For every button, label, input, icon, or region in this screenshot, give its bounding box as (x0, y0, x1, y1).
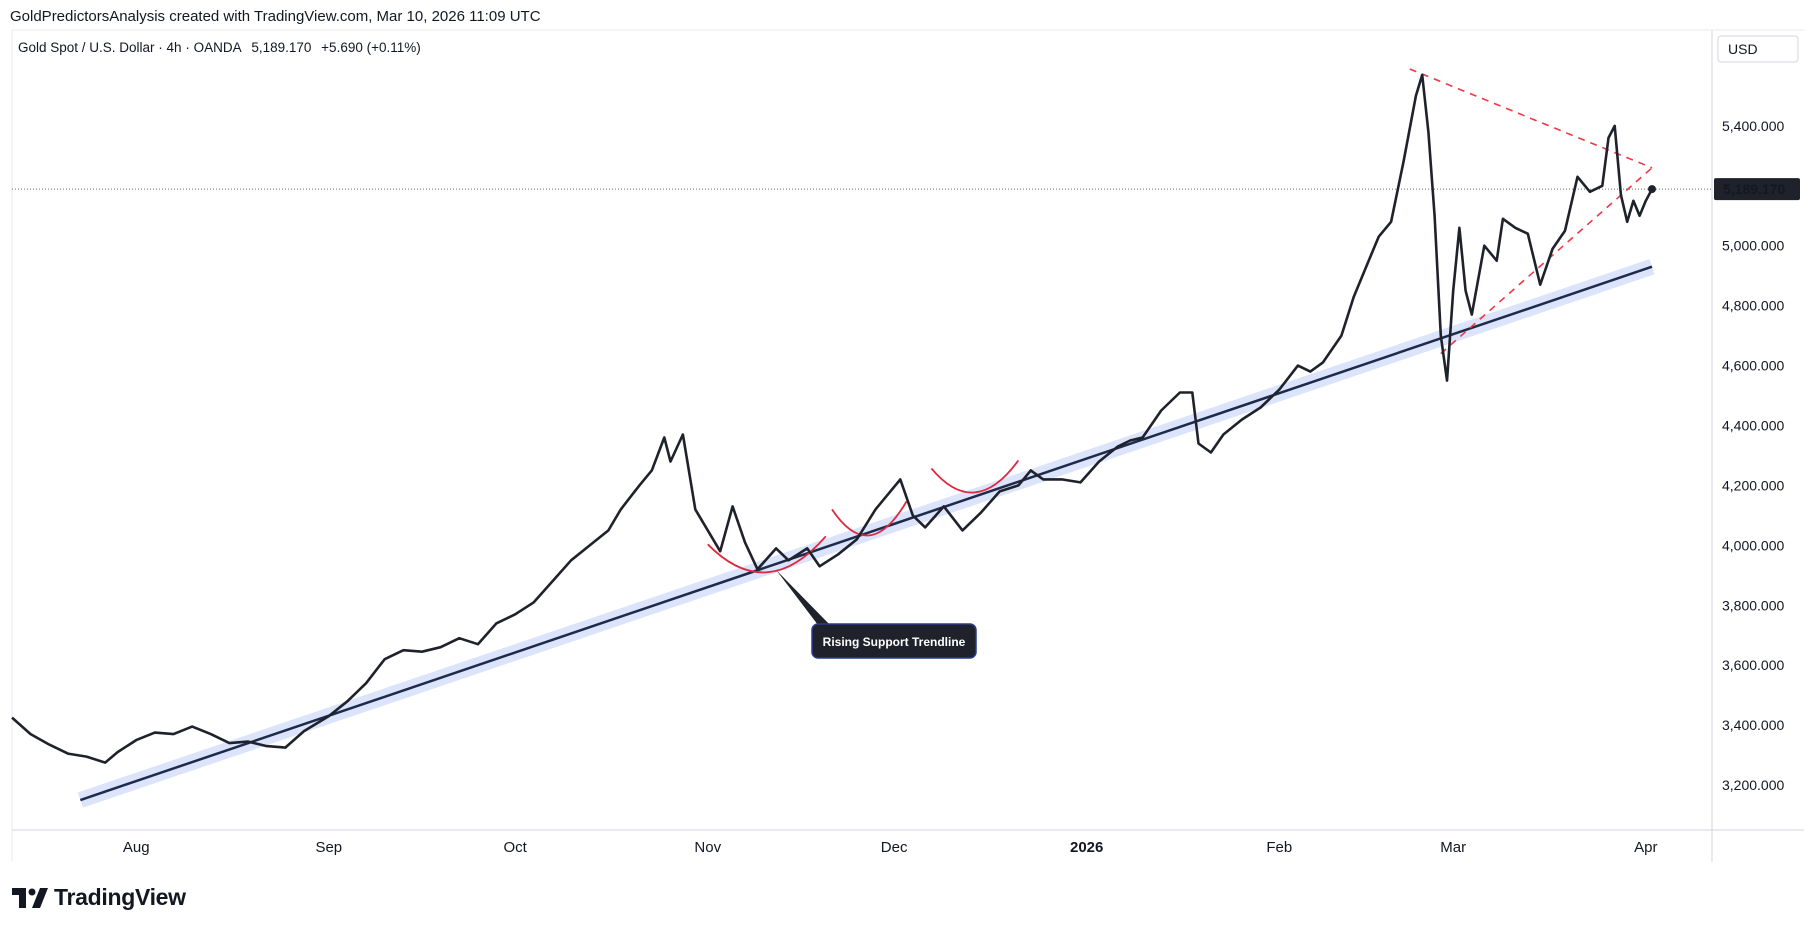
chart-attribution: GoldPredictorsAnalysis created with Trad… (10, 8, 541, 25)
current-price-tag (1714, 178, 1800, 201)
current-price-tag-label: 5,189.170 (1723, 181, 1785, 197)
x-tick-label: Sep (315, 839, 342, 856)
rising-support-trendline[interactable] (79, 265, 1653, 802)
currency-label: USD (1728, 41, 1758, 57)
tradingview-brand-text: TradingView (54, 884, 186, 910)
x-tick-label: Mar (1440, 839, 1466, 856)
y-tick-label: 5,000.000 (1722, 238, 1784, 254)
y-tick-label: 4,800.000 (1722, 298, 1784, 314)
symbol-change: +5.690 (+0.11%) (321, 40, 421, 55)
last-price-point (1648, 185, 1656, 194)
x-tick-label: Oct (504, 839, 528, 856)
axis-corner (1713, 832, 1813, 860)
x-tick-label: Feb (1266, 839, 1292, 856)
triangle-lower-line[interactable] (1440, 167, 1653, 355)
x-tick-label: Apr (1634, 839, 1657, 856)
y-tick-label: 4,200.000 (1722, 477, 1784, 493)
tradingview-logo[interactable]: TradingView (12, 884, 186, 911)
currency-button[interactable] (1717, 35, 1799, 63)
symbol-last-price: 5,189.170 (251, 40, 312, 55)
symbol-name[interactable]: Gold Spot / U.S. Dollar · 4h · OANDA (18, 40, 242, 55)
rounded-bottom-arc[interactable] (707, 535, 827, 574)
y-tick-label: 3,400.000 (1722, 717, 1784, 733)
callout-pointer (776, 569, 830, 625)
gold-price-line[interactable] (11, 73, 1654, 764)
y-tick-label: 4,400.000 (1722, 418, 1784, 434)
x-tick-label: 2026 (1070, 839, 1103, 856)
rounded-bottom-arc[interactable] (831, 500, 908, 537)
symbol-info-line: Gold Spot / U.S. Dollar · 4h · OANDA 5,1… (18, 40, 427, 55)
x-tick-label: Nov (694, 839, 721, 856)
triangle-upper-line[interactable] (1409, 68, 1653, 169)
y-tick-label: 3,800.000 (1722, 597, 1784, 613)
callout-box[interactable] (811, 623, 977, 659)
tradingview-logo-icon (12, 887, 48, 908)
x-tick-label: Dec (881, 839, 908, 856)
y-tick-label: 3,600.000 (1722, 657, 1784, 673)
callout-label: Rising Support Trendline (823, 635, 966, 649)
y-tick-label: 4,600.000 (1722, 358, 1784, 374)
rounded-bottom-arc[interactable] (930, 459, 1020, 494)
y-tick-label: 4,000.000 (1722, 537, 1784, 553)
y-tick-label: 3,200.000 (1722, 777, 1784, 793)
y-tick-label: 5,400.000 (1722, 118, 1784, 134)
x-tick-label: Aug (123, 839, 150, 856)
